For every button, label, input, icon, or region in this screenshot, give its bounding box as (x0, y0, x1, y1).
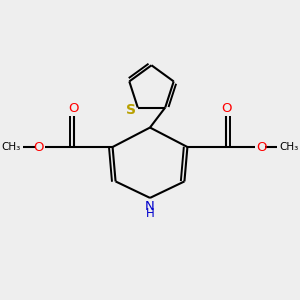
Text: H: H (146, 207, 154, 220)
Text: S: S (126, 103, 136, 117)
Text: O: O (68, 103, 79, 116)
Text: O: O (256, 140, 267, 154)
Text: O: O (33, 140, 44, 154)
Text: CH₃: CH₃ (279, 142, 298, 152)
Text: N: N (145, 200, 155, 213)
Text: O: O (221, 103, 232, 116)
Text: CH₃: CH₃ (2, 142, 21, 152)
